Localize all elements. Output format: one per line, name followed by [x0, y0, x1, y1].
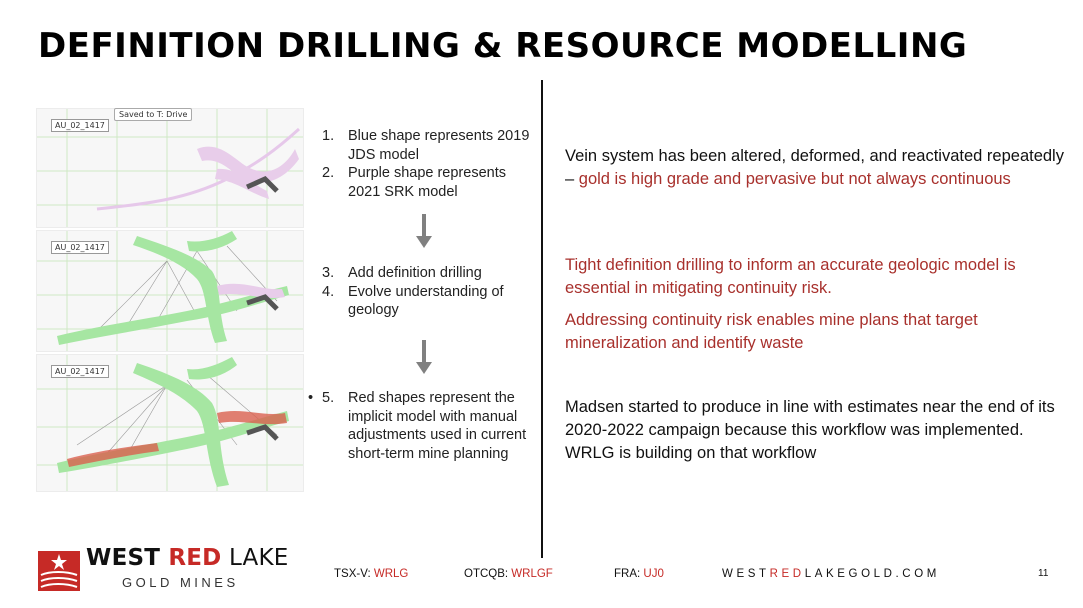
- vein-system-text: Vein system has been altered, deformed, …: [565, 147, 1064, 188]
- page-number: 11: [1038, 568, 1049, 579]
- ticker-fra: FRA: UJ0: [614, 568, 664, 580]
- model-view-implicit: [37, 355, 303, 491]
- steps-group-1: 1. Blue shape represents 2019 JDS model 2…: [322, 127, 532, 201]
- figure-panel-3: AU_02_1417: [36, 354, 304, 492]
- company-logo-subtitle: GOLD MINES: [122, 575, 239, 590]
- slide-title: DEFINITION DRILLING & RESOURCE MODELLING: [38, 26, 968, 66]
- ticker-otcqb: OTCQB: WRLGF: [464, 568, 553, 580]
- website-link[interactable]: WESTREDLAKEGOLD.COM: [722, 568, 940, 580]
- step-item: 4. Evolve understanding of geology: [322, 283, 504, 319]
- figure-panel-label: AU_02_1417: [51, 365, 109, 378]
- step-item: 1. Blue shape represents 2019 JDS model: [322, 128, 530, 163]
- tight-definition-text: Tight definition drilling to inform an a…: [565, 256, 1016, 297]
- continuity-risk-text: Addressing continuity risk enables mine …: [565, 311, 978, 352]
- figure-panel-2: AU_02_1417: [36, 230, 304, 352]
- company-logo-wordmark: WEST RED LAKE: [86, 545, 289, 571]
- figure-panel-label: AU_02_1417: [51, 241, 109, 254]
- steps-group-2: 3. Add definition drilling 4. Evolve under…: [322, 264, 532, 320]
- column-divider: [541, 80, 543, 558]
- down-arrow-icon: [416, 214, 432, 248]
- ticker-tsxv: TSX-V: WRLG: [334, 568, 409, 580]
- steps-group-3: • 5. Red shapes represent the implicit mod…: [308, 389, 532, 463]
- madsen-text: Madsen started to produce in line with e…: [565, 398, 1055, 462]
- figure-panel-1: AU_02_1417: [36, 108, 304, 228]
- step-item: 2. Purple shape represents 2021 SRK model: [322, 165, 506, 200]
- down-arrow-icon: [416, 340, 432, 374]
- model-view-drilling: [37, 231, 303, 351]
- step-item: 3. Add definition drilling: [322, 265, 482, 281]
- step-item: • 5. Red shapes represent the implicit mod…: [308, 390, 527, 462]
- model-view-jds-srk: [37, 109, 303, 227]
- bullet-icon: •: [308, 390, 314, 406]
- saved-tag: Saved to T: Drive: [114, 108, 193, 121]
- figure-panel-label: AU_02_1417: [51, 119, 109, 132]
- company-logo-icon: [38, 551, 80, 591]
